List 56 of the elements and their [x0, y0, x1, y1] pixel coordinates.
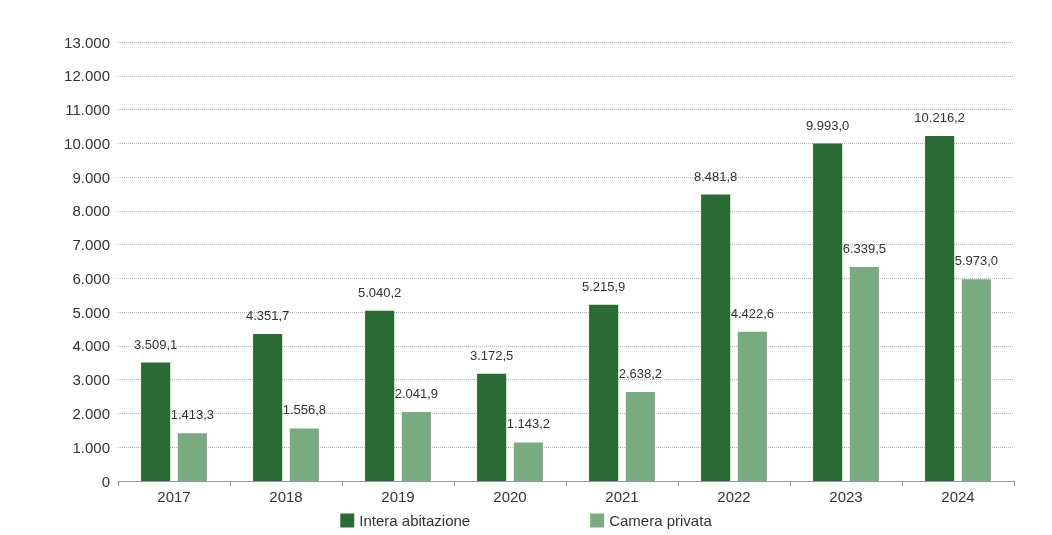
- data-label: 10.216,2: [914, 110, 965, 126]
- data-label: 2.041,9: [394, 386, 439, 402]
- bar: [589, 304, 619, 481]
- x-tick-label: 2020: [493, 488, 527, 505]
- y-tick-label: 1.000: [72, 438, 110, 456]
- x-tick-label: 2024: [941, 488, 975, 505]
- data-label: 3.172,5: [469, 347, 514, 363]
- data-label: 1.143,2: [506, 416, 551, 432]
- bar: [253, 334, 283, 481]
- data-label: 3.509,1: [133, 336, 178, 352]
- bar: [737, 331, 767, 481]
- y-tick-label: 0: [101, 472, 110, 490]
- y-tick-label: 3.000: [72, 371, 110, 389]
- bar: [925, 136, 955, 481]
- bar: [701, 194, 731, 481]
- bar: [961, 279, 991, 481]
- bar: [849, 266, 879, 481]
- data-label: 4.351,7: [245, 308, 290, 324]
- bar: [625, 391, 655, 481]
- y-tick-label: 13.000: [64, 33, 110, 51]
- bar: [289, 428, 319, 481]
- bar: [813, 143, 843, 481]
- data-label: 8.481,8: [693, 168, 738, 184]
- y-tick-label: 8.000: [72, 202, 110, 220]
- bar: [141, 362, 171, 481]
- y-tick-label: 5.000: [72, 303, 110, 321]
- y-tick-label: 4.000: [72, 337, 110, 355]
- data-label: 4.422,6: [730, 305, 775, 321]
- data-label: 1.556,8: [282, 402, 327, 418]
- x-tick-label: 2018: [269, 488, 303, 505]
- data-label: 9.993,0: [805, 117, 850, 133]
- data-label: 6.339,5: [842, 240, 887, 256]
- data-label: 5.040,2: [357, 284, 402, 300]
- y-tick-label: 6.000: [72, 269, 110, 287]
- data-label: 5.215,9: [581, 278, 626, 294]
- y-tick-label: 10.000: [64, 134, 110, 152]
- y-tick-label: 7.000: [72, 236, 110, 254]
- x-tick-label: 2017: [157, 488, 191, 505]
- y-tick-label: 2.000: [72, 404, 110, 422]
- legend-label: Intera abitazione: [359, 512, 471, 529]
- y-tick-label: 11.000: [65, 101, 110, 119]
- data-label: 5.973,0: [954, 253, 999, 269]
- x-tick-label: 2022: [717, 488, 751, 505]
- x-tick-label: 2021: [605, 488, 639, 505]
- bar: [477, 373, 507, 481]
- data-label: 1.413,3: [170, 407, 215, 423]
- bar: [177, 433, 207, 481]
- bar: [365, 310, 395, 481]
- legend-label: Camera privata: [609, 512, 713, 529]
- bar: [401, 412, 431, 481]
- y-tick-label: 12.000: [64, 67, 110, 85]
- bar: [513, 442, 543, 481]
- y-tick-label: 9.000: [72, 168, 110, 186]
- data-label: 2.638,2: [618, 365, 663, 381]
- x-tick-label: 2019: [381, 488, 415, 505]
- x-tick-label: 2023: [829, 488, 863, 505]
